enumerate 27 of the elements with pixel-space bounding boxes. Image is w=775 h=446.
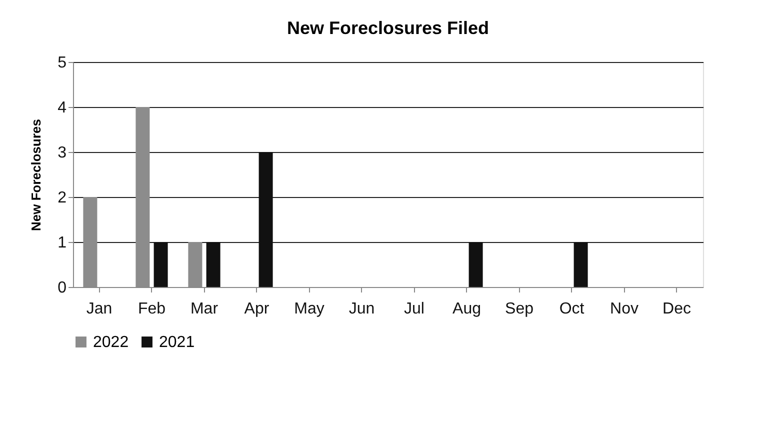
x-tick-label: Sep <box>505 300 534 318</box>
y-tick-label: 1 <box>58 234 67 252</box>
legend-label: 2021 <box>159 334 195 351</box>
y-tick-label: 4 <box>58 100 67 116</box>
chart-title: New Foreclosures Filed <box>286 18 490 38</box>
y-axis-title: New Foreclosures <box>28 119 44 231</box>
y-tick-label: 2 <box>58 190 67 206</box>
bar <box>206 242 220 287</box>
x-tick-label: Aug <box>452 300 481 318</box>
x-tick-label: May <box>294 300 324 318</box>
x-tick-label: Apr <box>244 300 270 318</box>
bar <box>258 152 273 287</box>
x-tick-label: Nov <box>610 300 638 318</box>
bar <box>154 242 168 287</box>
x-tick-label: Jul <box>404 300 424 318</box>
bar <box>468 242 483 287</box>
x-tick-label: Dec <box>662 300 691 318</box>
x-tick-label: Oct <box>559 300 585 318</box>
x-tick-label: Jan <box>86 300 112 318</box>
y-tick-label: 0 <box>58 280 67 296</box>
legend-label: 2022 <box>93 334 129 351</box>
y-tick-label: 5 <box>58 54 67 72</box>
x-tick-label: Feb <box>138 300 166 318</box>
x-tick-label: Jun <box>348 300 375 318</box>
y-tick-label: 3 <box>58 144 67 162</box>
x-tick-label: Mar <box>190 300 219 318</box>
bar <box>574 242 588 287</box>
